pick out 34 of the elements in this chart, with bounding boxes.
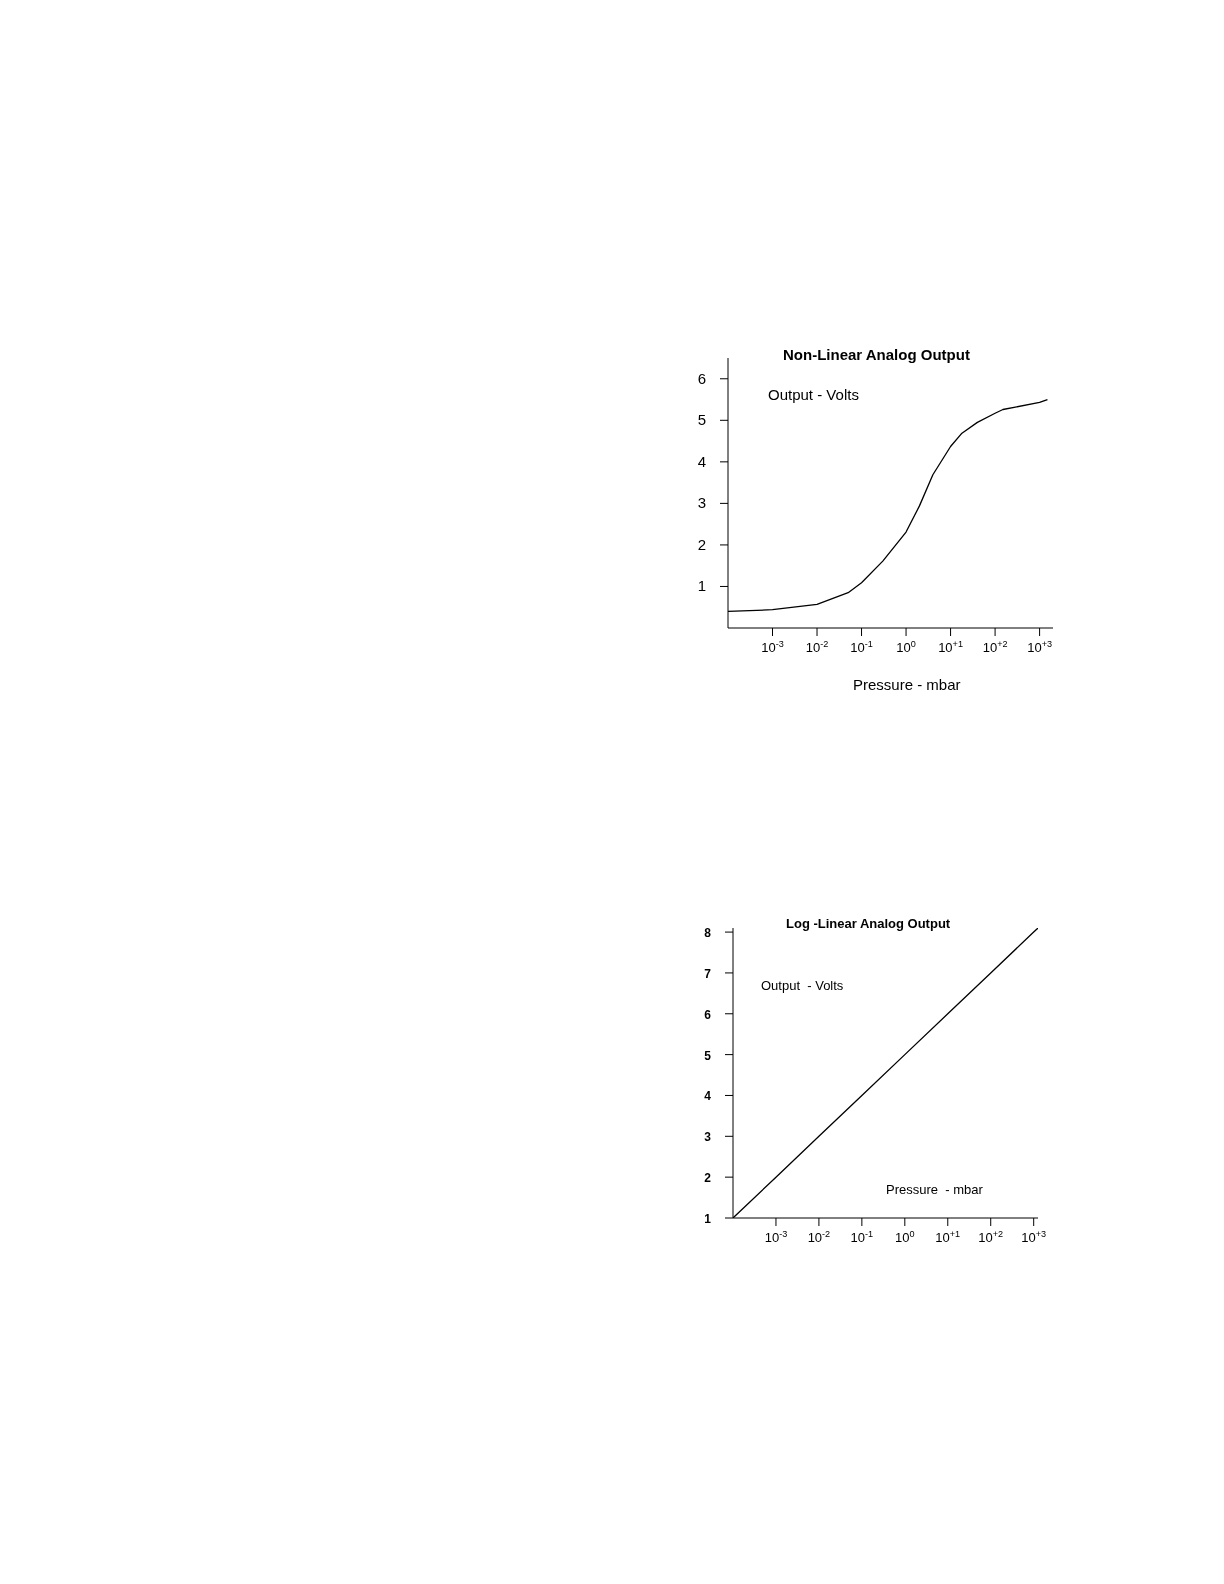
x-tick-label: 10$^{+1}$ bbox=[938, 639, 963, 655]
x-tick-label: 10$^{+3}$ bbox=[1027, 639, 1053, 655]
x-axis-title: Pressure - mbar bbox=[886, 1182, 983, 1197]
y-tick-label: 4 bbox=[704, 1089, 712, 1104]
x-tick-label: 10$^{+2}$ bbox=[978, 1229, 1004, 1245]
x-tick-label: 10$^{-2}$ bbox=[805, 639, 829, 655]
x-tick-label: 10$^{-1}$ bbox=[850, 1229, 874, 1245]
y-tick-label: 7 bbox=[704, 966, 712, 981]
x-tick-label: 10$^{-1}$ bbox=[850, 639, 873, 655]
y-tick-label: 1 bbox=[704, 1212, 712, 1226]
y-tick-label: 4 bbox=[697, 452, 706, 470]
chart-title: Log -Linear Analog Output bbox=[786, 916, 951, 931]
y-tick-label: 2 bbox=[704, 1171, 712, 1186]
chart-title: Non-Linear Analog Output bbox=[783, 346, 970, 363]
y-tick-label: 5 bbox=[704, 1048, 712, 1063]
x-tick-label: 10$^{0}$ bbox=[895, 1229, 915, 1245]
y-tick-label: 1 bbox=[697, 577, 706, 595]
x-axis-title: Pressure - mbar bbox=[853, 676, 961, 693]
x-tick-label: 10$^{+2}$ bbox=[982, 639, 1008, 655]
y-axis-title: Output - Volts bbox=[768, 386, 859, 403]
y-tick-label: 6 bbox=[704, 1007, 712, 1022]
y-tick-label: 3 bbox=[704, 1130, 712, 1145]
x-tick-label: 10$^{+3}$ bbox=[1021, 1229, 1047, 1245]
y-tick-label: 8 bbox=[704, 926, 712, 941]
y-tick-label: 2 bbox=[697, 535, 706, 553]
y-tick-label: 5 bbox=[697, 411, 706, 429]
y-axis-title: Output - Volts bbox=[761, 978, 844, 993]
y-tick-label: 3 bbox=[697, 494, 706, 512]
y-tick-label: 6 bbox=[697, 369, 706, 387]
x-tick-label: 10$^{0}$ bbox=[896, 639, 916, 655]
x-tick-label: 10$^{+1}$ bbox=[935, 1229, 961, 1245]
x-tick-label: 10$^{-3}$ bbox=[761, 639, 784, 655]
x-tick-label: 10$^{-2}$ bbox=[807, 1229, 831, 1245]
x-tick-label: 10$^{-3}$ bbox=[764, 1229, 788, 1245]
